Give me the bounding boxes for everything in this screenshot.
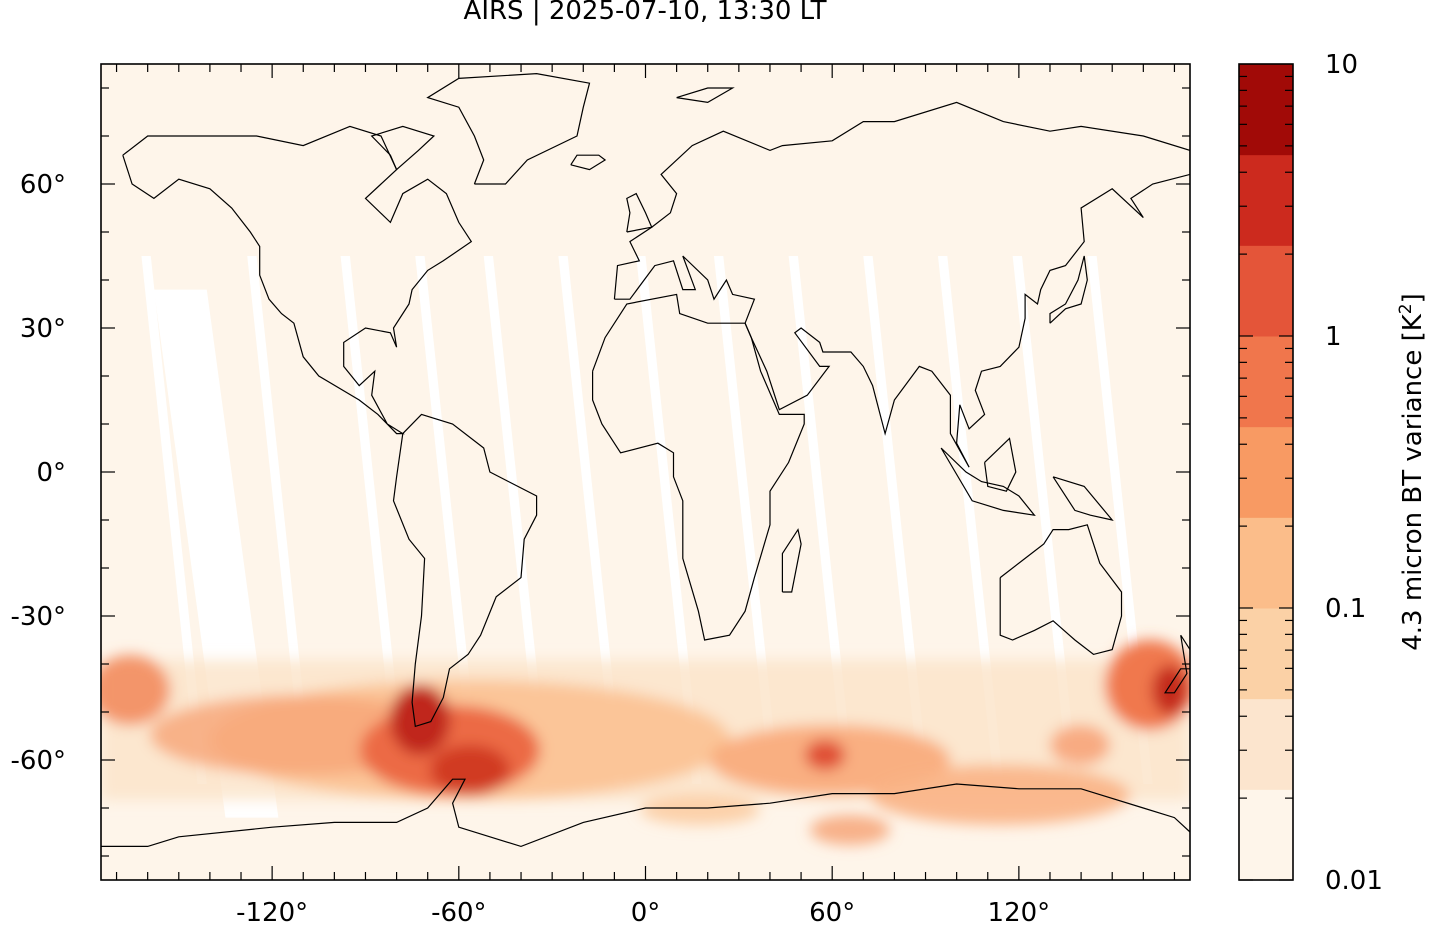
lat-tick-label: 60°: [20, 170, 66, 200]
coastline-new-guinea: [1052, 476, 1114, 521]
lat-tick-label: 30°: [20, 314, 66, 344]
lon-tick-label: 0°: [631, 898, 661, 928]
variance-field: [101, 640, 1190, 845]
colorbar-swatch: [1239, 608, 1293, 700]
lon-tick-label: 120°: [988, 898, 1051, 928]
colorbar: 10 1 0.1 0.01: [1238, 50, 1383, 896]
coastline-north-america: [122, 125, 473, 435]
swath-gap: [1012, 256, 1078, 784]
map-title: AIRS | 2025-07-10, 13:30 LT: [463, 0, 827, 26]
swath-gap: [713, 256, 780, 784]
latitude-labels: 60° 30° 0° -30° -60°: [11, 170, 66, 776]
coastline-greenland: [426, 72, 591, 185]
map-plot-area: [101, 64, 1190, 880]
colorbar-tick-label: 1: [1325, 322, 1342, 352]
coastlines: [101, 72, 1190, 848]
colorbar-tick-label: 0.1: [1325, 594, 1366, 624]
swath-gap: [340, 256, 406, 784]
swath-gap: [141, 256, 207, 784]
swath-gap: [415, 256, 481, 784]
coastline-new-zealand: [1163, 634, 1190, 694]
colorbar-label-end: ]: [1397, 293, 1428, 304]
colorbar-ticks: [1239, 75, 1293, 881]
swath-gap: [788, 256, 854, 784]
lon-tick-label: -60°: [431, 898, 486, 928]
lon-tick-label: -120°: [236, 898, 308, 928]
coastline-indonesia: [940, 447, 1036, 517]
coastline-iceland: [570, 154, 607, 171]
colorbar-label-superscript: 2: [1396, 303, 1417, 315]
coastline-africa: [591, 293, 805, 641]
colorbar-tick-labels: 10 1 0.1 0.01: [1325, 50, 1383, 896]
swath-gap: [636, 256, 702, 784]
coastline-australia: [999, 524, 1123, 656]
colorbar-tick-label: 0.01: [1325, 866, 1383, 896]
colorbar-label: 4.3 micron BT variance [K2]: [1396, 293, 1428, 651]
colorbar-frame: [1238, 63, 1294, 881]
swath-gap: [247, 256, 313, 784]
colorbar-swatches: [1239, 64, 1293, 881]
colorbar-swatch: [1239, 789, 1293, 881]
coastline-japan: [1049, 255, 1088, 324]
swath-gap: [937, 256, 1004, 784]
colorbar-swatch: [1239, 336, 1293, 428]
swath-gap: [558, 256, 624, 784]
colorbar-swatch: [1239, 698, 1293, 790]
colorbar-label-text: 4.3 micron BT variance [K: [1397, 314, 1428, 651]
colorbar-swatch: [1239, 154, 1293, 246]
swath-gap: [863, 256, 929, 784]
colorbar-swatch: [1239, 426, 1293, 518]
coastline-borneo: [984, 437, 1017, 492]
lat-tick-label: -30°: [11, 602, 66, 632]
coastline-antarctica: [101, 778, 1190, 848]
colorbar-swatch: [1239, 245, 1293, 337]
colorbar-swatch: [1239, 517, 1293, 609]
colorbar-tick-label: 10: [1325, 50, 1358, 80]
coastline-uk: [626, 192, 653, 233]
coastline-svalbard: [676, 87, 735, 104]
lat-tick-label: 0°: [36, 458, 66, 488]
map-ticks: [101, 64, 1190, 880]
coastline-madagascar: [781, 528, 802, 593]
swath-gap: [483, 256, 550, 784]
satellite-swath-gaps: [141, 256, 1153, 818]
lon-tick-label: 60°: [809, 898, 855, 928]
coastline-south-america: [392, 413, 538, 728]
lat-tick-label: -60°: [11, 746, 66, 776]
longitude-labels: -120° -60° 0° 60° 120°: [236, 898, 1050, 928]
coastline-baffin: [370, 125, 436, 171]
colorbar-swatch: [1239, 64, 1293, 156]
